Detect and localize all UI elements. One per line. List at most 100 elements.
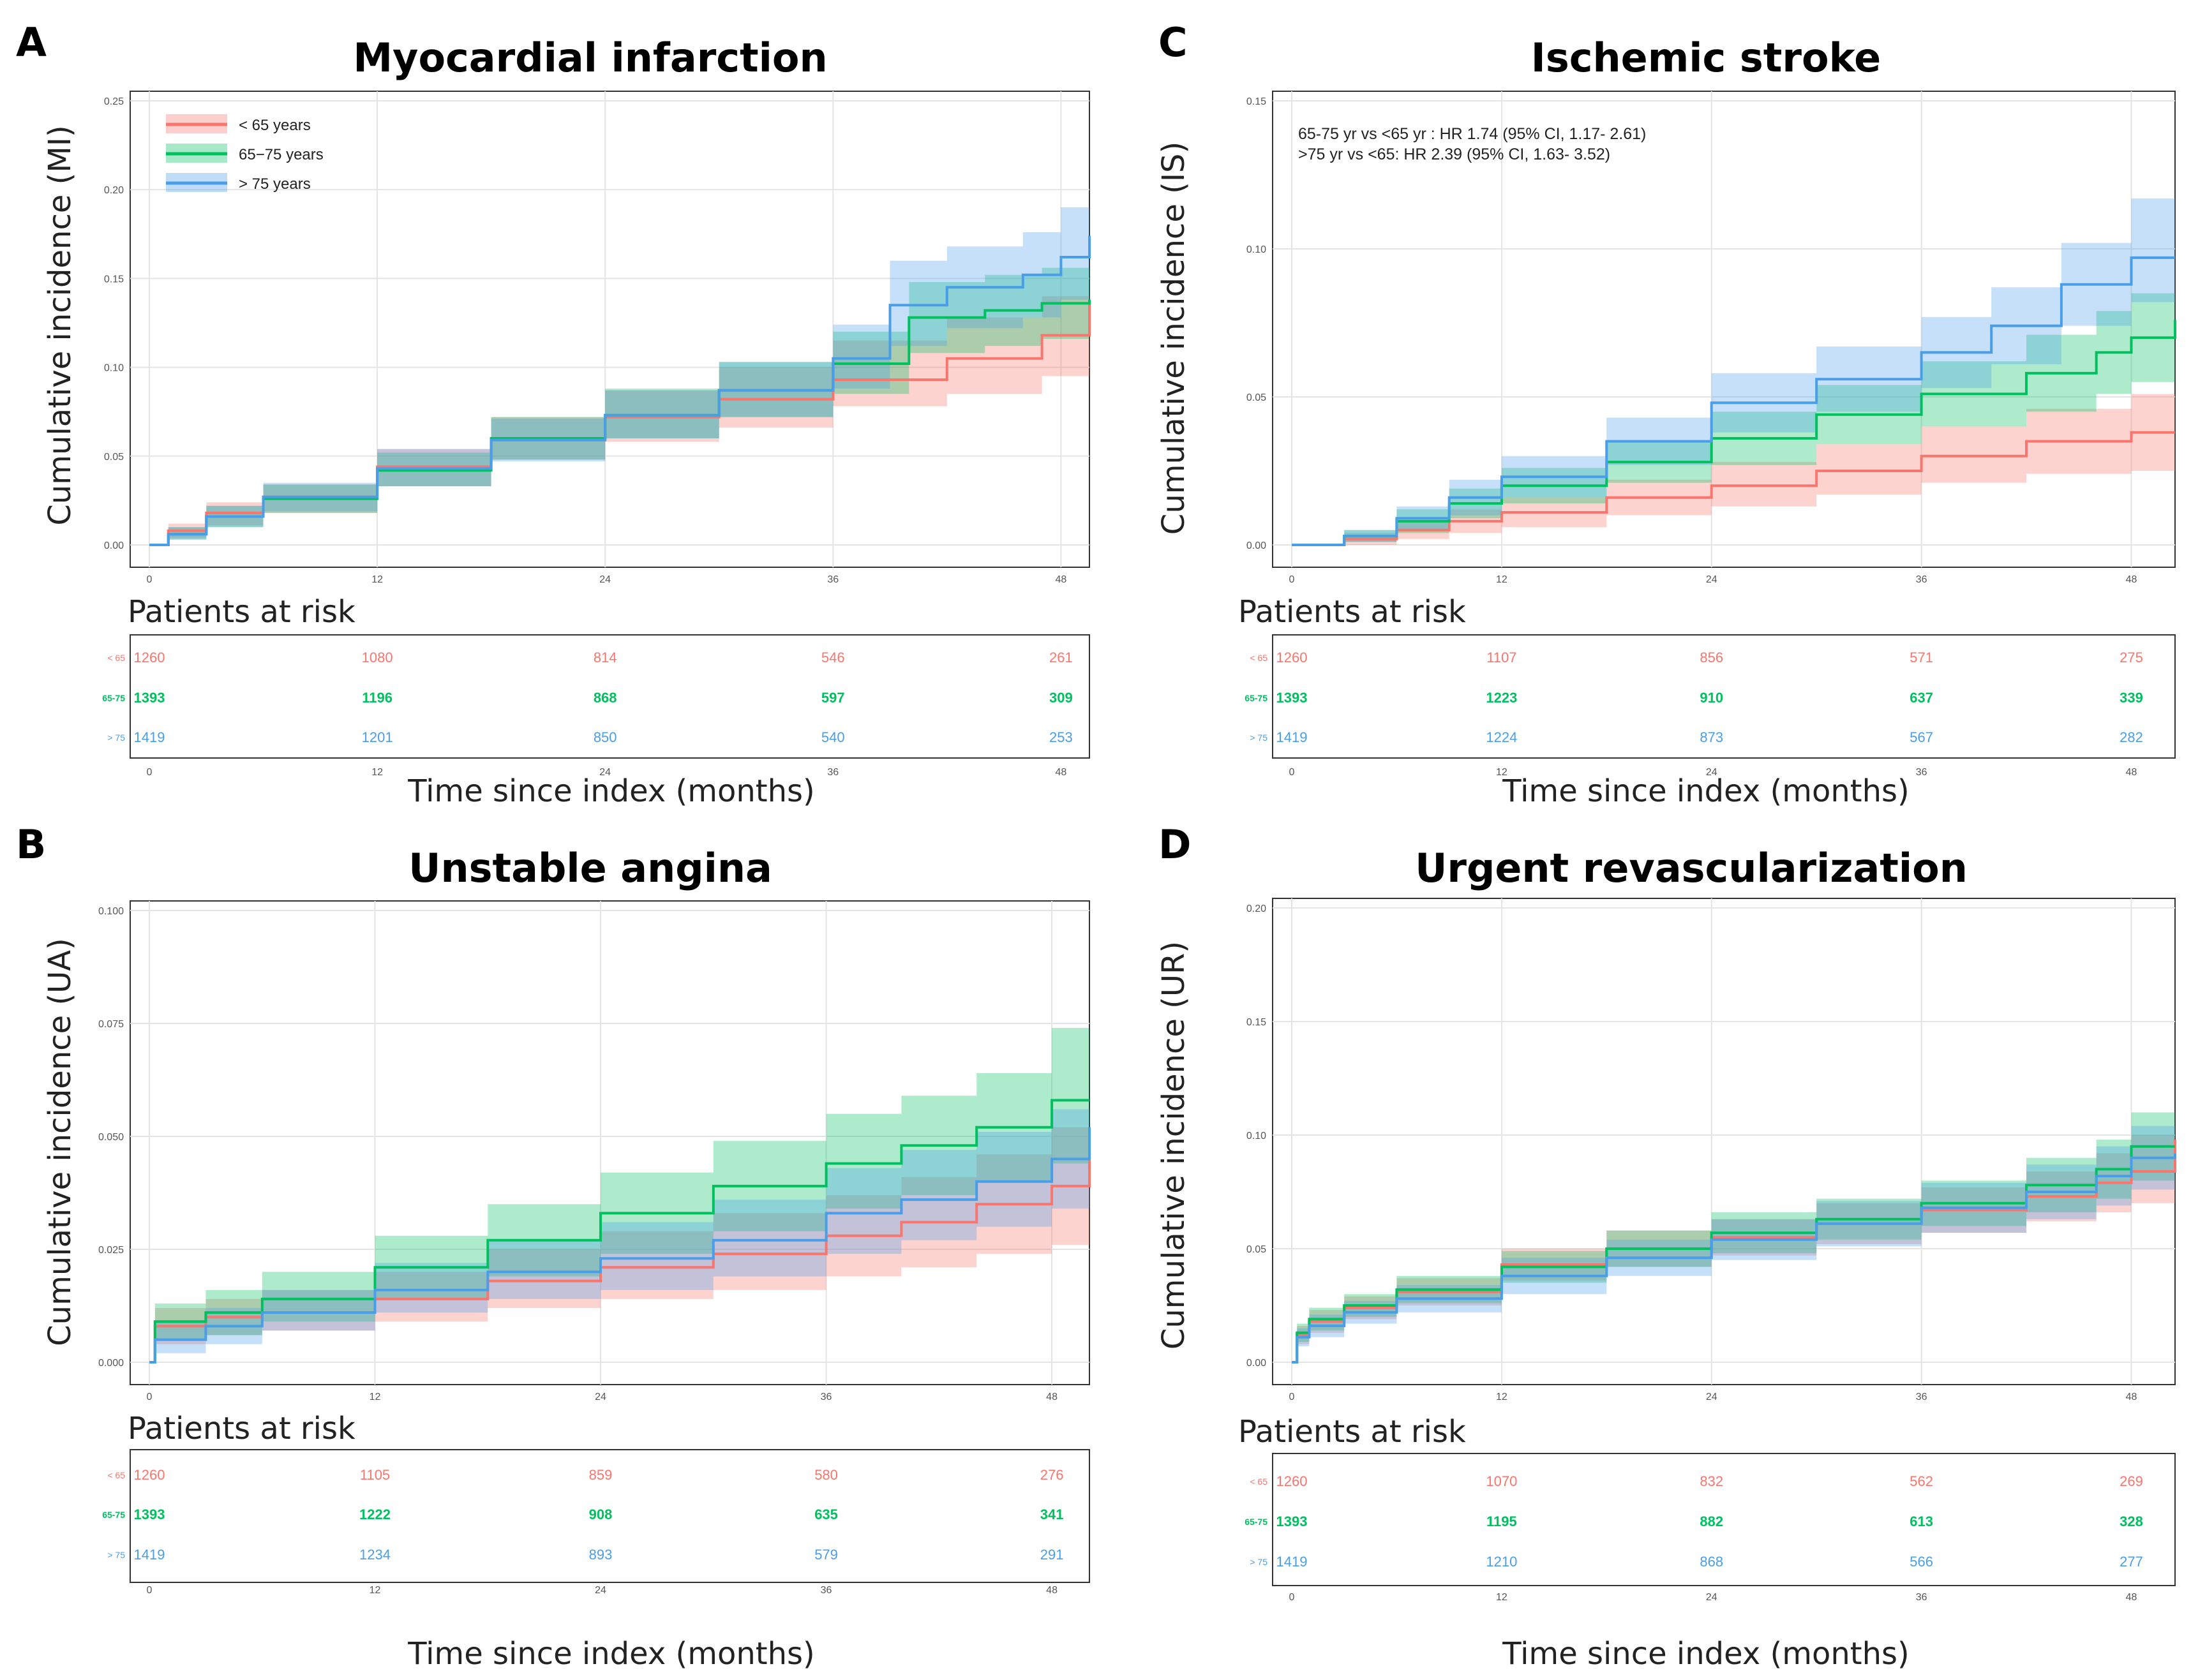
x-tick-label: 48 <box>2126 1392 2137 1402</box>
y-tick-label: 0.00 <box>104 540 124 551</box>
x-tick-label: 24 <box>1706 1392 1717 1402</box>
risk-count: 253 <box>1049 729 1073 745</box>
x-tick-label: 36 <box>827 574 839 585</box>
y-tick-label: 0.20 <box>1246 903 1266 914</box>
risk-count: 540 <box>821 729 845 745</box>
risk-count: 637 <box>1910 690 1933 706</box>
risk-count: 1234 <box>359 1547 391 1563</box>
y-tick-label: 0.10 <box>1246 1131 1266 1141</box>
risk-count: 868 <box>594 690 617 706</box>
risk-count: 1224 <box>1486 729 1517 745</box>
series-line-gt75 <box>1292 256 2175 546</box>
risk-count: 1222 <box>359 1506 391 1522</box>
risk-count: 1419 <box>134 729 165 745</box>
risk-count: 269 <box>2120 1473 2143 1489</box>
y-axis-label: Cumulative incidence (MI) <box>42 125 78 525</box>
y-tick-label: 0.15 <box>1246 96 1266 107</box>
y-tick-label: 0.05 <box>1246 1244 1266 1255</box>
x-tick-label: 0 <box>147 1392 153 1402</box>
risk-row-label: > 75 <box>107 732 125 743</box>
hr-annotation: >75 yr vs <65: HR 2.39 (95% CI, 1.63- 3.… <box>1298 145 1610 163</box>
legend: < 65 years 65−75 years > 75 years <box>166 114 324 193</box>
y-tick-label: 0.25 <box>104 96 124 107</box>
risk-x-tick-label: 12 <box>1496 767 1507 778</box>
x-tick-label: 0 <box>1289 1392 1295 1402</box>
risk-count: 873 <box>1700 729 1723 745</box>
risk-count: 1419 <box>1276 729 1308 745</box>
y-axis-label: Cumulative incidence (IS) <box>1156 142 1192 535</box>
risk-x-tick-label: 0 <box>1289 1592 1295 1603</box>
panel-letter: D <box>1158 821 1191 868</box>
risk-row-label: 65-75 <box>1245 693 1267 703</box>
risk-count: 1196 <box>362 690 393 706</box>
hr-annotation: 65-75 yr vs <65 yr : HR 1.74 (95% CI, 1.… <box>1298 125 1646 143</box>
x-tick-label: 12 <box>370 1392 381 1402</box>
risk-x-tick-label: 24 <box>595 1585 606 1596</box>
risk-x-tick-label: 0 <box>147 1585 153 1596</box>
x-tick-label: 12 <box>1496 1392 1507 1402</box>
risk-x-tick-label: 36 <box>1916 1592 1927 1603</box>
risk-count: 1260 <box>1276 650 1308 665</box>
risk-table-heading: Patients at risk <box>1238 1414 1466 1450</box>
risk-count: 282 <box>2120 729 2143 745</box>
risk-count: 341 <box>1040 1506 1064 1522</box>
ci-band-gt75 <box>1292 198 2175 546</box>
panel-letter: C <box>1158 19 1188 66</box>
risk-x-tick-label: 48 <box>2126 767 2137 778</box>
risk-table-frame <box>1272 634 2176 759</box>
y-tick-label: 0.00 <box>1246 540 1266 551</box>
panel-title: Urgent revascularization <box>1415 845 1968 891</box>
risk-table-frame <box>1272 1453 2176 1586</box>
risk-count: 277 <box>2120 1554 2143 1570</box>
risk-table-heading: Patients at risk <box>128 594 355 630</box>
ci-band-65-75 <box>149 1028 1089 1362</box>
panel-D: D Urgent revascularization 0.00 0.05 0.10 0.1… <box>1156 821 2176 1672</box>
x-tick-label: 36 <box>821 1392 832 1402</box>
risk-x-tick-label: 0 <box>147 767 153 778</box>
risk-x-tick-label: 36 <box>827 767 839 778</box>
risk-x-tick-label: 48 <box>1046 1585 1058 1596</box>
x-tick-label: 24 <box>595 1392 606 1402</box>
risk-table-frame <box>130 1449 1090 1583</box>
risk-x-tick-label: 12 <box>371 767 383 778</box>
plot-frame <box>130 900 1090 1385</box>
y-tick-label: 0.15 <box>1246 1017 1266 1028</box>
risk-count: 635 <box>814 1506 838 1522</box>
risk-count: 580 <box>814 1467 838 1483</box>
risk-count: 1260 <box>134 650 165 665</box>
x-tick-label: 12 <box>371 574 383 585</box>
y-tick-label: 0.000 <box>98 1358 124 1369</box>
risk-x-tick-label: 36 <box>821 1585 832 1596</box>
x-axis-label: Time since index (months) <box>1502 1636 1910 1672</box>
risk-row-label: < 65 <box>1250 653 1267 663</box>
y-tick-label: 0.075 <box>98 1019 124 1030</box>
risk-row-label: < 65 <box>107 653 125 663</box>
ci-band-gt75 <box>1292 1121 2175 1362</box>
y-tick-label: 0.10 <box>104 363 124 374</box>
plot-frame <box>1272 898 2176 1385</box>
legend-label: 65−75 years <box>239 146 324 163</box>
panel-title: Ischemic stroke <box>1531 34 1881 81</box>
risk-count: 868 <box>1700 1554 1723 1570</box>
risk-count: 579 <box>814 1547 838 1563</box>
ci-band-lt65 <box>149 1091 1089 1362</box>
ci-band-lt65 <box>149 260 1089 545</box>
risk-row-label: > 75 <box>107 1550 125 1560</box>
series-line-gt75 <box>149 1127 1091 1364</box>
y-tick-label: 0.025 <box>98 1245 124 1256</box>
risk-count: 275 <box>2120 650 2143 665</box>
x-tick-label: 48 <box>1055 574 1066 585</box>
panel-B: B Unstable angina 0.000 0.025 0.050 0.075 0.10… <box>16 821 1091 1672</box>
panel-letter: A <box>16 19 47 66</box>
x-tick-label: 36 <box>1916 574 1927 585</box>
ci-band-65-75 <box>149 264 1089 545</box>
risk-count: 856 <box>1700 650 1723 665</box>
risk-count: 850 <box>594 729 617 745</box>
y-tick-label: 0.05 <box>1246 392 1266 403</box>
risk-count: 339 <box>2120 690 2143 706</box>
risk-count: 1393 <box>1276 690 1308 706</box>
y-tick-label: 0.050 <box>98 1132 124 1143</box>
risk-count: 1080 <box>362 650 393 665</box>
x-tick-label: 24 <box>1706 574 1717 585</box>
panel-A: A Myocardial infarction 0.00 0.05 0.10 0.15 0.… <box>16 19 1091 809</box>
